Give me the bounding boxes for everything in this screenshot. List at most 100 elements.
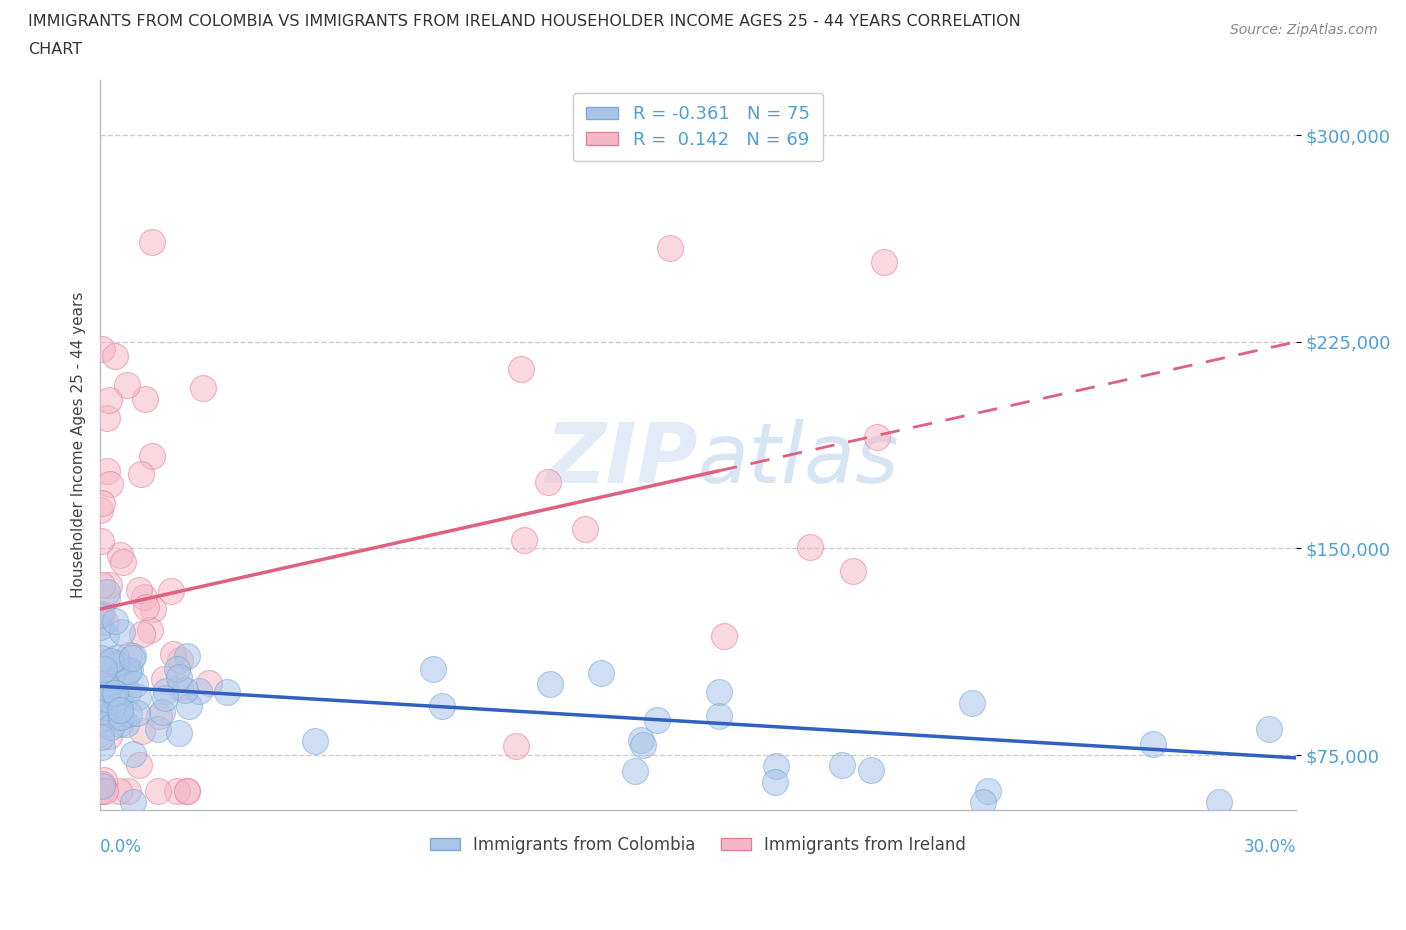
Point — [124, 677, 146, 692]
Point — [197, 676, 219, 691]
Point — [100, 719, 122, 734]
Point — [121, 651, 143, 666]
Point — [118, 648, 141, 663]
Point — [96, 711, 118, 726]
Point — [90, 739, 112, 754]
Point — [91, 496, 114, 511]
Point — [132, 590, 155, 604]
Point — [713, 629, 735, 644]
Point — [831, 758, 853, 773]
Point — [89, 607, 111, 622]
Point — [128, 583, 150, 598]
Point — [90, 578, 112, 592]
Point — [114, 716, 136, 731]
Point — [141, 448, 163, 463]
Point — [799, 540, 821, 555]
Point — [148, 709, 170, 724]
Point — [865, 430, 887, 445]
Point — [122, 747, 145, 762]
Text: Source: ZipAtlas.com: Source: ZipAtlas.com — [1230, 23, 1378, 37]
Point — [513, 532, 536, 547]
Point — [105, 650, 128, 665]
Point — [591, 666, 613, 681]
Point — [536, 474, 558, 489]
Point — [90, 651, 112, 666]
Point — [117, 684, 139, 699]
Point — [96, 699, 118, 714]
Point — [93, 772, 115, 787]
Point — [166, 783, 188, 798]
Point — [188, 684, 211, 698]
Point — [96, 463, 118, 478]
Point — [191, 380, 214, 395]
Point — [304, 733, 326, 748]
Point — [97, 392, 120, 407]
Point — [108, 668, 131, 683]
Point — [117, 706, 139, 721]
Point — [111, 624, 134, 639]
Point — [166, 662, 188, 677]
Point — [217, 684, 239, 699]
Point — [128, 758, 150, 773]
Point — [127, 706, 149, 721]
Point — [90, 656, 112, 671]
Point — [96, 629, 118, 644]
Point — [167, 670, 190, 684]
Point — [90, 534, 112, 549]
Point — [94, 615, 117, 630]
Text: 0.0%: 0.0% — [100, 838, 142, 856]
Point — [658, 240, 681, 255]
Point — [647, 712, 669, 727]
Point — [90, 711, 112, 726]
Point — [105, 691, 128, 706]
Point — [108, 696, 131, 711]
Legend: Immigrants from Colombia, Immigrants from Ireland: Immigrants from Colombia, Immigrants fro… — [423, 829, 973, 860]
Point — [98, 476, 121, 491]
Y-axis label: Householder Income Ages 25 - 44 years: Householder Income Ages 25 - 44 years — [72, 292, 86, 598]
Point — [150, 705, 173, 720]
Point — [127, 690, 149, 705]
Point — [976, 783, 998, 798]
Point — [162, 647, 184, 662]
Point — [630, 733, 652, 748]
Point — [94, 783, 117, 798]
Point — [709, 709, 731, 724]
Point — [120, 662, 142, 677]
Point — [89, 502, 111, 517]
Point — [167, 725, 190, 740]
Point — [91, 779, 114, 794]
Point — [142, 601, 165, 616]
Point — [121, 648, 143, 663]
Point — [108, 783, 131, 798]
Point — [112, 676, 135, 691]
Point — [1142, 737, 1164, 751]
Point — [160, 584, 183, 599]
Point — [765, 758, 787, 773]
Point — [153, 691, 176, 706]
Point — [90, 783, 112, 798]
Point — [91, 342, 114, 357]
Point — [98, 728, 121, 743]
Point — [430, 698, 453, 713]
Point — [174, 683, 197, 698]
Point — [110, 547, 132, 562]
Point — [89, 620, 111, 635]
Point — [177, 698, 200, 713]
Point — [91, 700, 114, 715]
Point — [422, 662, 444, 677]
Text: atlas: atlas — [697, 419, 900, 500]
Point — [112, 554, 135, 569]
Point — [169, 679, 191, 694]
Point — [91, 606, 114, 621]
Point — [112, 665, 135, 680]
Text: 30.0%: 30.0% — [1243, 838, 1296, 856]
Point — [763, 774, 786, 789]
Point — [148, 783, 170, 798]
Point — [104, 685, 127, 700]
Point — [841, 564, 863, 578]
Point — [97, 578, 120, 592]
Point — [97, 682, 120, 697]
Point — [176, 648, 198, 663]
Point — [176, 783, 198, 798]
Point — [90, 777, 112, 791]
